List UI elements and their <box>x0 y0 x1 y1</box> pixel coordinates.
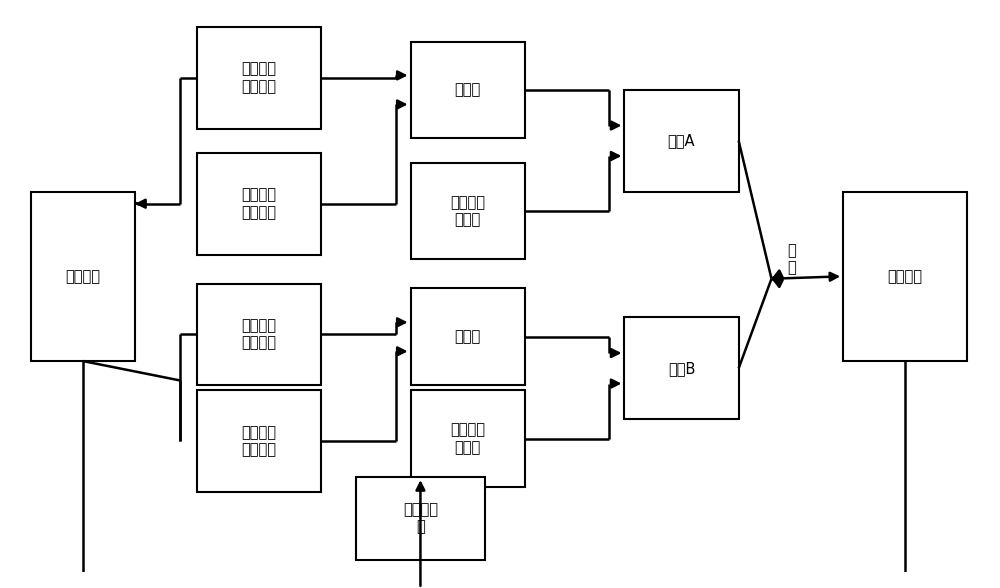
Text: 变压器一
次侧电压: 变压器一 次侧电压 <box>241 318 276 350</box>
Bar <box>197 153 321 255</box>
Bar <box>411 289 525 385</box>
Bar <box>31 192 135 361</box>
Bar <box>197 283 321 385</box>
Bar <box>356 477 485 560</box>
Bar <box>411 162 525 259</box>
Text: 损耗功率: 损耗功率 <box>888 269 923 284</box>
Text: 变压器二
次侧电压: 变压器二 次侧电压 <box>241 425 276 457</box>
Text: 变压器单
侧电压: 变压器单 侧电压 <box>450 195 485 227</box>
Text: 变压器二
次侧电流: 变压器二 次侧电流 <box>241 188 276 220</box>
Text: 变压器单
侧电流: 变压器单 侧电流 <box>450 422 485 455</box>
Text: 电流差: 电流差 <box>455 82 481 98</box>
Text: 输入功率: 输入功率 <box>65 269 100 284</box>
Text: 功率B: 功率B <box>668 361 695 376</box>
Bar <box>411 42 525 138</box>
Bar <box>411 390 525 487</box>
Text: 变压器能
效: 变压器能 效 <box>403 502 438 534</box>
Bar <box>624 90 739 192</box>
Bar <box>197 390 321 492</box>
Text: 电压差: 电压差 <box>455 329 481 345</box>
Text: 求
和: 求 和 <box>787 243 796 276</box>
Text: 功率A: 功率A <box>668 133 695 148</box>
Bar <box>843 192 967 361</box>
Bar <box>197 27 321 129</box>
Text: 变压器一
次侧电流: 变压器一 次侧电流 <box>241 62 276 94</box>
Bar <box>624 318 739 419</box>
